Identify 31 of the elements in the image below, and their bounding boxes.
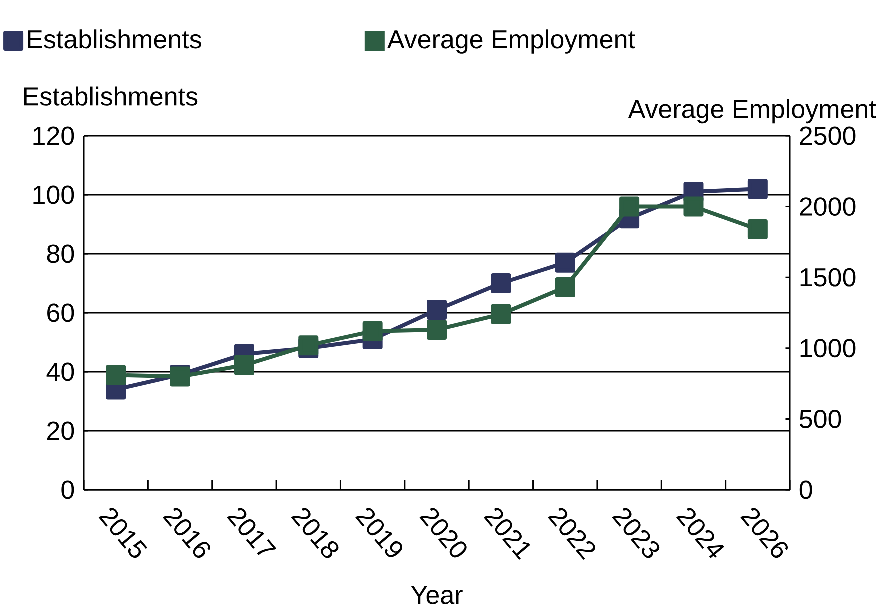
- y-tick-label: 120: [34, 126, 74, 146]
- x-axis-title: Year: [411, 586, 463, 604]
- point: [555, 278, 576, 298]
- point: [362, 321, 383, 342]
- point: [427, 320, 448, 340]
- y2-tick-label: 0: [800, 480, 812, 500]
- point: [106, 365, 126, 386]
- point: [491, 274, 512, 294]
- point: [620, 196, 640, 217]
- point: [427, 300, 448, 320]
- point: [684, 196, 704, 217]
- y-tick-label: 60: [48, 304, 74, 322]
- y2-tick-label: 500: [800, 410, 842, 428]
- y2-tick-label: 1000: [800, 339, 856, 358]
- point: [555, 252, 576, 273]
- y2-axis-title: Average Employment: [628, 99, 876, 124]
- legend-label: Average Employment: [387, 30, 636, 54]
- y-tick-label: 80: [47, 244, 74, 264]
- point: [234, 355, 254, 376]
- y-axis-title: Establishments: [24, 86, 198, 106]
- y2-tick-label: 2000: [800, 198, 856, 216]
- legend-label: Establishments: [28, 30, 202, 49]
- y-tick-label: 100: [34, 186, 74, 204]
- point: [748, 179, 768, 200]
- y-tick-label: 20: [48, 422, 74, 440]
- point: [491, 304, 512, 324]
- y2-tick-label: 2500: [800, 126, 856, 146]
- y2-tick-label: 1500: [800, 268, 856, 287]
- y-tick-label: 0: [62, 480, 74, 500]
- point: [748, 219, 768, 240]
- y-tick-label: 40: [46, 362, 74, 382]
